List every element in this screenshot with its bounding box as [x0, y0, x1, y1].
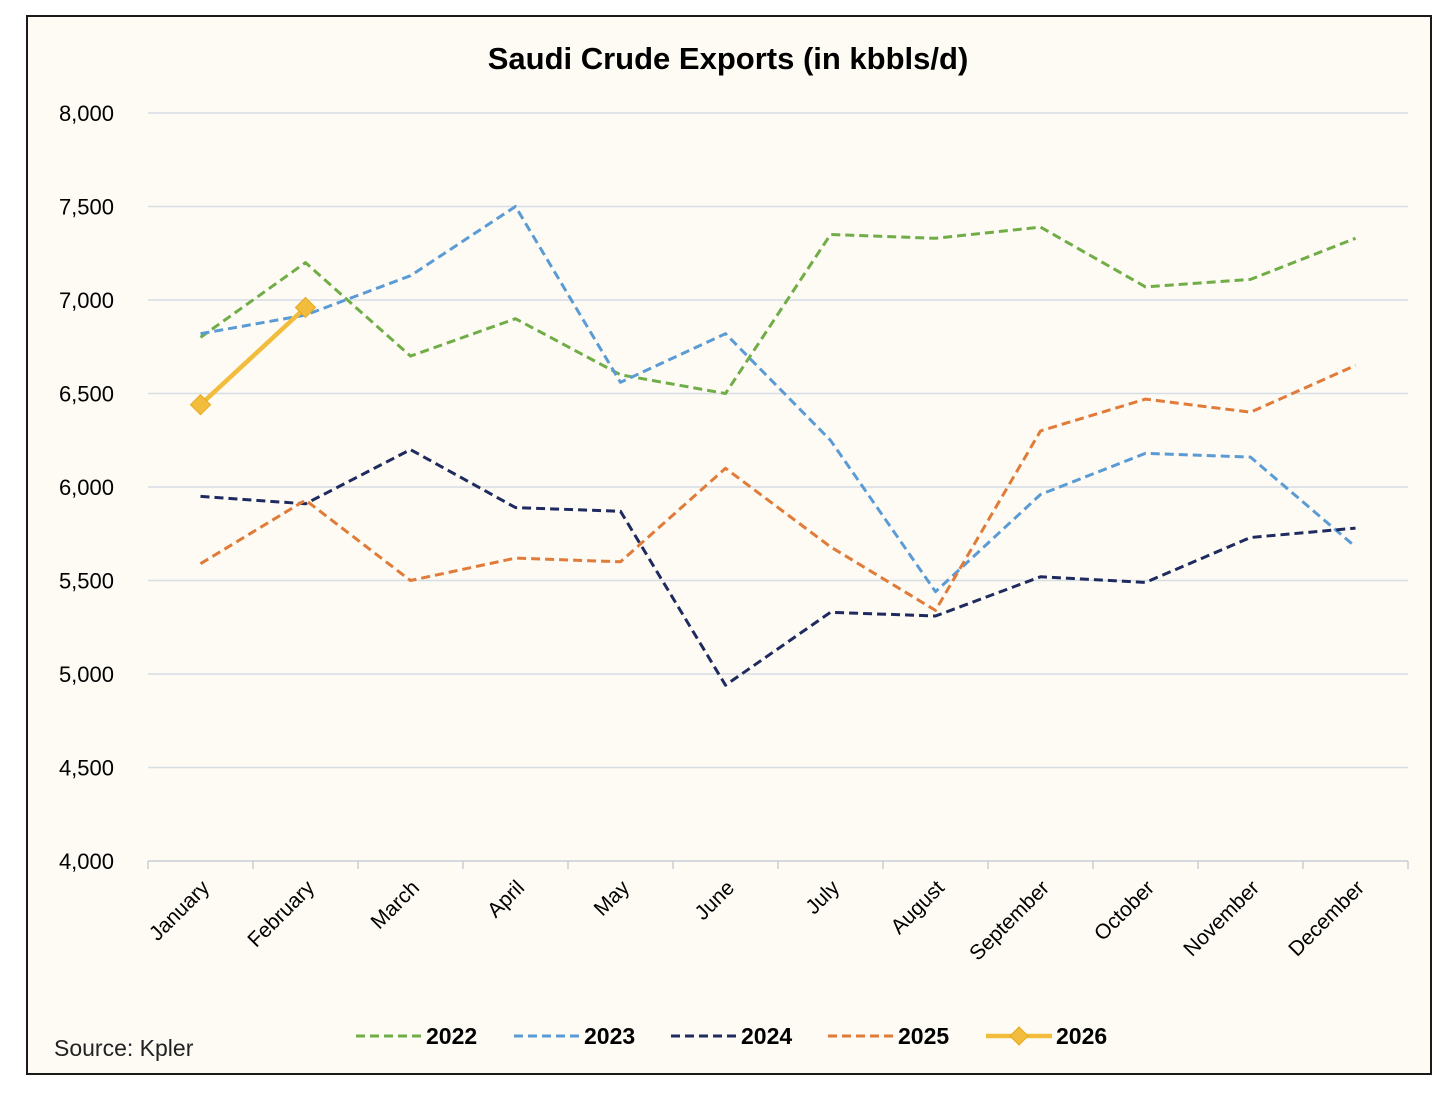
y-tick-label: 7,500 — [59, 195, 114, 220]
y-tick-label: 4,500 — [59, 756, 114, 781]
y-tick-label: 7,000 — [59, 288, 114, 313]
x-tick-label-june: June — [691, 876, 739, 924]
x-tick-label-april: April — [483, 876, 529, 922]
x-tick-label-february: February — [243, 876, 319, 952]
series-line-2025 — [199, 364, 1357, 612]
x-tick-label-july: July — [801, 876, 844, 919]
chart-frame — [26, 15, 1432, 1075]
y-tick-label: 8,000 — [59, 101, 114, 126]
x-tick-label-october: October — [1090, 876, 1159, 945]
x-tick-label-march: March — [367, 876, 425, 934]
legend: 2022 2023 2024 2025 2026 — [356, 1023, 1107, 1049]
series-line-2022 — [199, 225, 1357, 395]
source-label: Source: Kpler — [54, 1035, 194, 1061]
data-point-2026-february — [294, 296, 317, 319]
x-tick-label-november: November — [1179, 876, 1264, 961]
legend-marker-2026 — [1009, 1026, 1029, 1046]
x-tick-label-december: December — [1284, 876, 1369, 961]
y-tick-label: 5,500 — [59, 569, 114, 594]
y-tick-label: 6,000 — [59, 475, 114, 500]
legend-label-2024: 2024 — [741, 1023, 792, 1049]
series-line-2023 — [200, 205, 1357, 594]
legend-label-2026: 2026 — [1056, 1023, 1107, 1049]
legend-label-2025: 2025 — [898, 1023, 949, 1049]
y-tick-label: 5,000 — [59, 662, 114, 687]
x-tick-label-january: January — [145, 876, 214, 945]
y-tick-label: 6,500 — [59, 382, 114, 407]
series-line-2024 — [200, 448, 1356, 687]
series-lines — [189, 205, 1357, 687]
legend-label-2023: 2023 — [584, 1023, 635, 1049]
x-tick-label-august: August — [887, 876, 950, 939]
data-point-2026-january — [189, 394, 212, 416]
chart-title: Saudi Crude Exports (in kbbls/d) — [488, 41, 969, 76]
gridlines — [148, 112, 1408, 769]
axes: 4,000 4,500 5,000 5,500 6,000 6,500 7,000 7,500… — [59, 101, 1409, 965]
x-tick-label-may: May — [590, 876, 635, 921]
series-line-2026 — [198, 305, 308, 407]
x-tick-label-september: September — [965, 876, 1054, 965]
legend-label-2022: 2022 — [426, 1023, 477, 1049]
y-tick-label: 4,000 — [59, 849, 114, 874]
